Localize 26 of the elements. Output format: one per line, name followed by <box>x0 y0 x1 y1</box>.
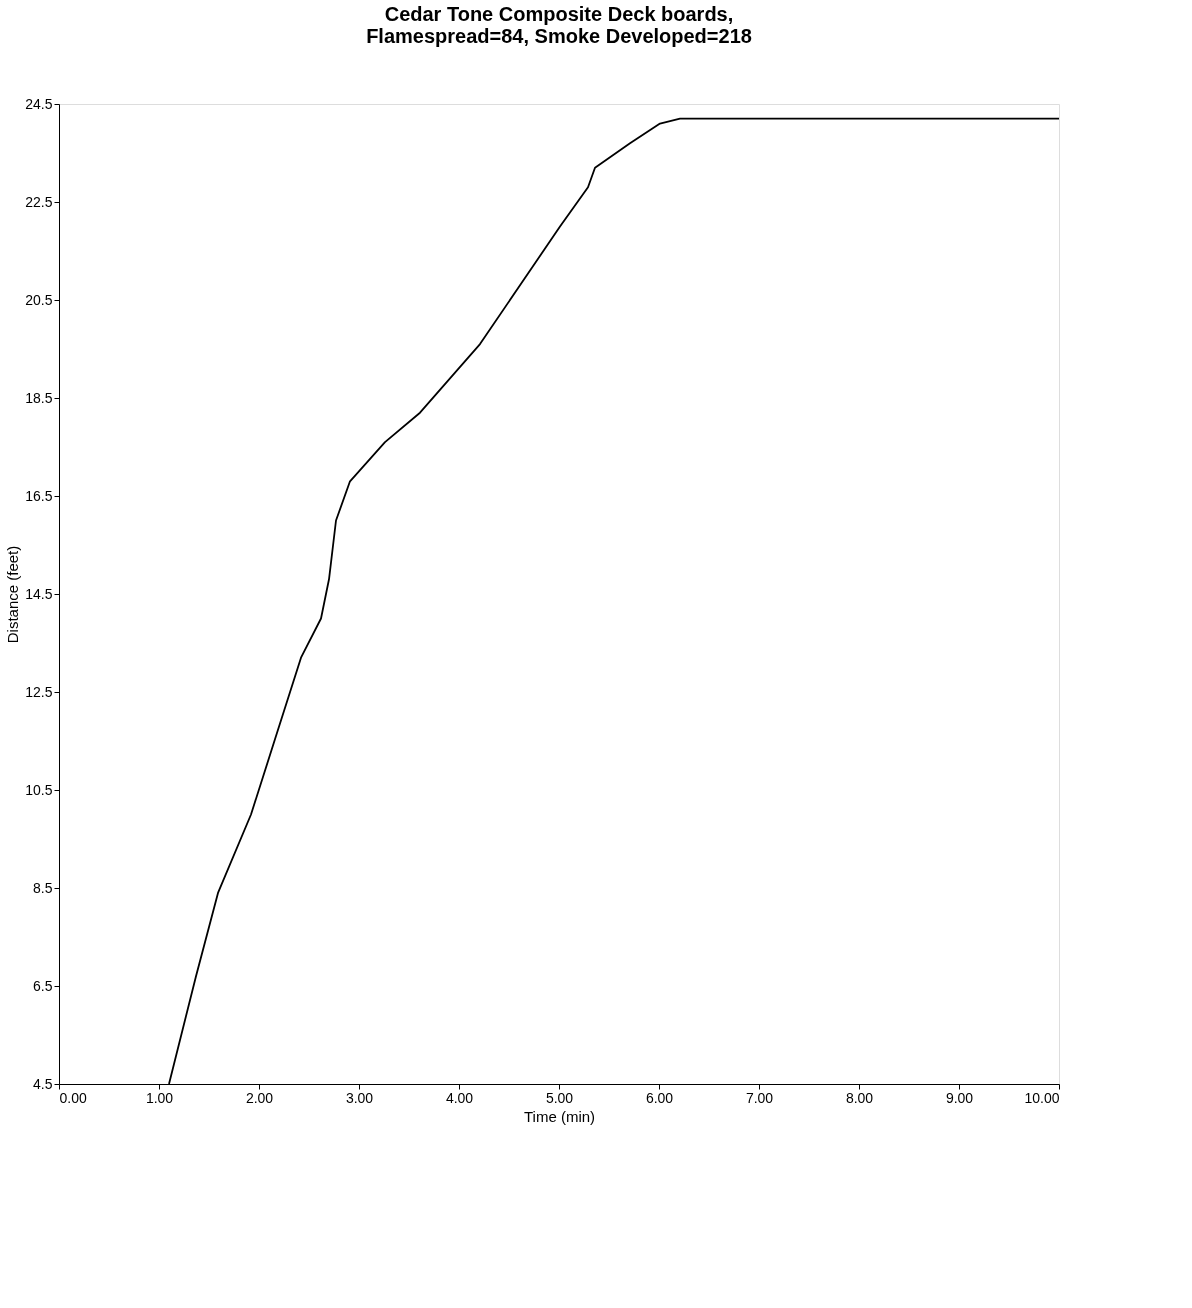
x-tick-label: 5.00 <box>545 1089 574 1106</box>
text: Cedar Tone Composite Deck boards, <box>384 3 734 25</box>
x-tick-label: 2.00 <box>245 1089 274 1106</box>
y-tick-label: 10.5 <box>25 781 53 798</box>
y-tick-label: 6.5 <box>33 977 53 994</box>
y-tick-label: 22.5 <box>25 193 53 210</box>
x-tick-label: 8.00 <box>845 1089 874 1106</box>
y-tick-label: 12.5 <box>25 683 53 700</box>
x-tick-label: 0.00 <box>59 1089 87 1106</box>
y-tick-label: 16.5 <box>25 487 53 504</box>
x-tick-label: 9.00 <box>945 1089 974 1106</box>
x-tick-label: 7.00 <box>745 1089 774 1106</box>
x-tick-label: 1.00 <box>145 1089 174 1106</box>
y-tick-label: 18.5 <box>25 389 53 406</box>
y-axis-title: Distance (feet) <box>4 545 22 644</box>
x-tick-label: 6.00 <box>645 1089 674 1106</box>
text: Flamespread=84, Smoke Developed=218 <box>366 25 752 47</box>
y-tick-label: 20.5 <box>25 291 53 308</box>
y-tick-label: 4.5 <box>33 1075 53 1092</box>
x-tick-label: 3.00 <box>345 1089 374 1106</box>
y-tick-label: 8.5 <box>33 879 53 896</box>
x-tick-label: 10.00 <box>1024 1089 1060 1106</box>
y-tick-label: 24.5 <box>25 95 53 112</box>
x-tick-label: 4.00 <box>445 1089 474 1106</box>
y-tick-label: 14.5 <box>25 585 53 602</box>
x-axis-title: Time (min) <box>523 1107 596 1125</box>
